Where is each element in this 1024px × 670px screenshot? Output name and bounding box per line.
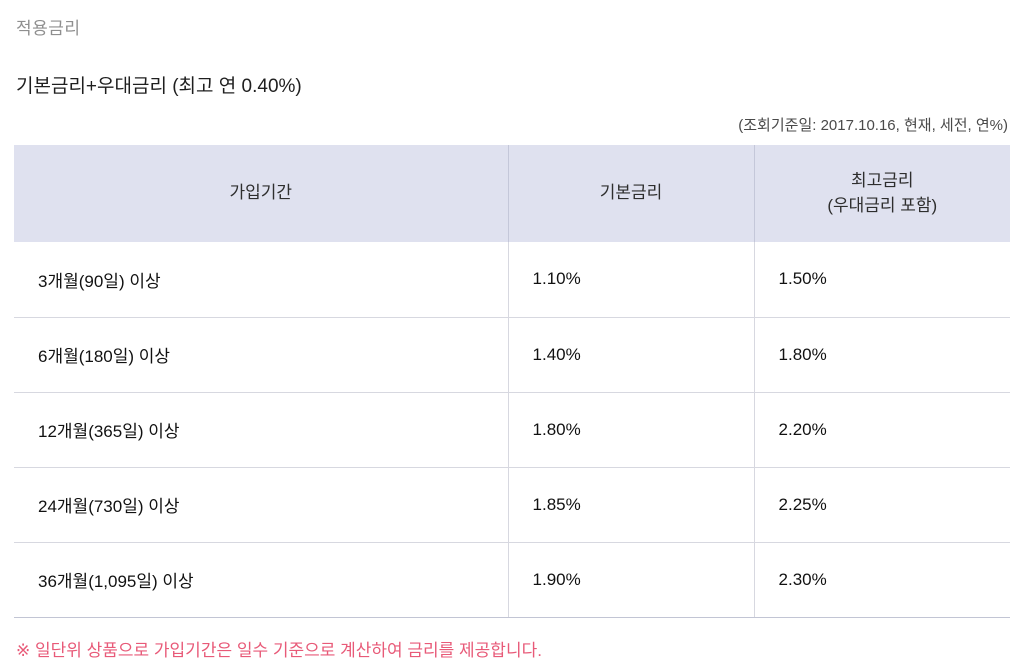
table-header-row: 가입기간 기본금리 최고금리 (우대금리 포함): [14, 145, 1010, 242]
header-max-rate: 최고금리 (우대금리 포함): [753, 145, 1010, 242]
cell-base-rate: 1.85%: [507, 467, 755, 543]
rate-table: 가입기간 기본금리 최고금리 (우대금리 포함) 3개월(90일) 이상 1.1…: [14, 145, 1010, 618]
daily-basis-footnote: ※ 일단위 상품으로 가입기간은 일수 기준으로 계산하여 금리를 제공합니다.: [16, 640, 542, 660]
cell-max-rate: 2.25%: [753, 467, 1010, 543]
table-row: 6개월(180일) 이상 1.40% 1.80%: [14, 317, 1010, 393]
header-term-label: 가입기간: [229, 183, 293, 203]
cell-max-rate: 2.30%: [753, 542, 1010, 618]
cell-max-rate: 1.80%: [753, 317, 1010, 393]
reference-date-note: (조회기준일: 2017.10.16, 현재, 세전, 연%): [738, 117, 1008, 134]
cell-base-rate: 1.90%: [507, 542, 755, 618]
header-base-rate-label: 기본금리: [599, 183, 663, 203]
cell-base-rate: 1.80%: [507, 392, 755, 468]
table-row: 12개월(365일) 이상 1.80% 2.20%: [14, 392, 1010, 468]
cell-term: 24개월(730일) 이상: [14, 467, 509, 543]
header-base-rate: 기본금리: [507, 145, 755, 242]
cell-base-rate: 1.10%: [507, 242, 755, 318]
cell-term: 36개월(1,095일) 이상: [14, 542, 509, 618]
table-row: 36개월(1,095일) 이상 1.90% 2.30%: [14, 542, 1010, 618]
cell-base-rate: 1.40%: [507, 317, 755, 393]
rate-subtitle: 기본금리+우대금리 (최고 연 0.40%): [16, 76, 302, 97]
cell-term: 12개월(365일) 이상: [14, 392, 509, 468]
header-max-rate-sublabel: (우대금리 포함): [827, 195, 938, 215]
cell-term: 3개월(90일) 이상: [14, 242, 509, 318]
section-title: 적용금리: [16, 19, 81, 38]
table-row: 3개월(90일) 이상 1.10% 1.50%: [14, 242, 1010, 318]
header-term: 가입기간: [14, 145, 509, 242]
header-max-rate-label: 최고금리: [850, 170, 914, 190]
cell-term: 6개월(180일) 이상: [14, 317, 509, 393]
table-row: 24개월(730일) 이상 1.85% 2.25%: [14, 467, 1010, 543]
cell-max-rate: 2.20%: [753, 392, 1010, 468]
cell-max-rate: 1.50%: [753, 242, 1010, 318]
